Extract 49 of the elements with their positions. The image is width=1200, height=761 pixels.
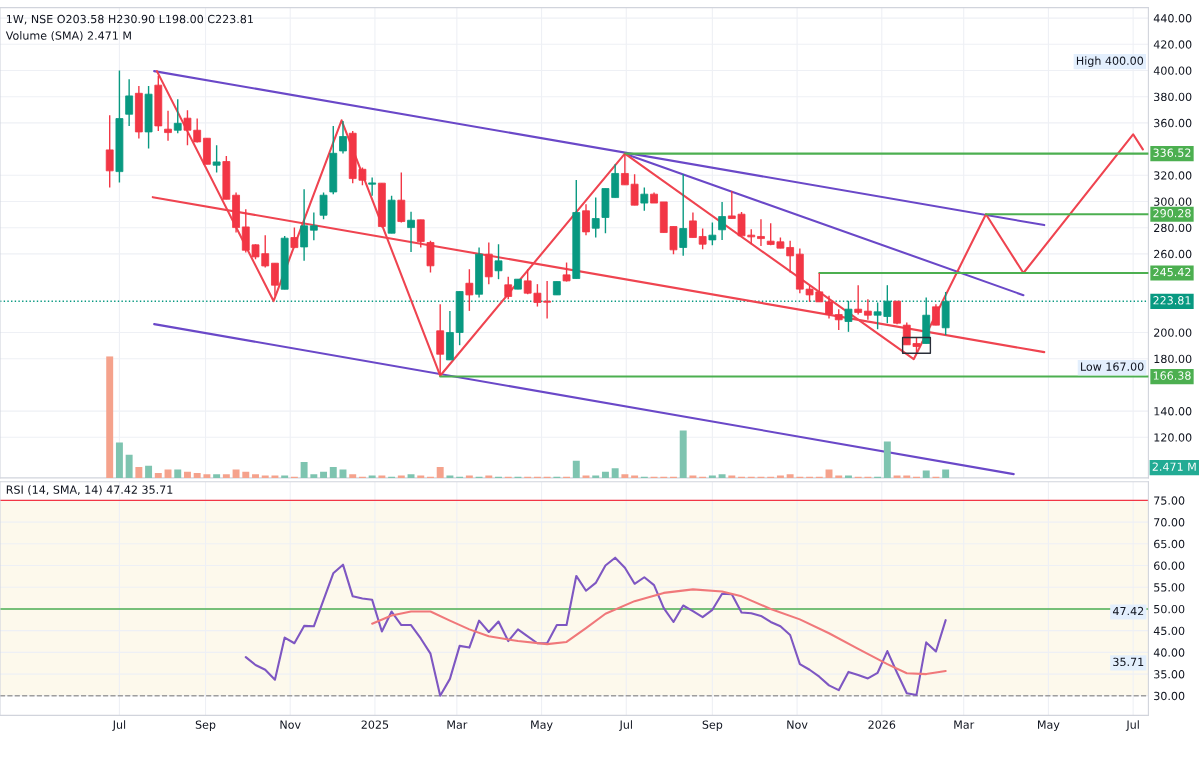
y-tick-label: 400.00 <box>1153 66 1192 75</box>
y-tick-label: 70.00 <box>1154 518 1185 527</box>
y-tick-label: 65.00 <box>1154 539 1185 549</box>
y-tick-label: 30.00 <box>1154 691 1185 701</box>
annotation: High 400.00 <box>1076 56 1144 68</box>
x-tick-label: Jul <box>1125 720 1139 731</box>
x-tick-label: Sep <box>195 720 216 731</box>
y-tick-label: 120.00 <box>1154 433 1192 442</box>
chart-title: RSI (14, SMA, 14) 47.42 35.71 <box>6 485 173 496</box>
x-tick-label: 2026 <box>868 720 896 729</box>
text: 1W, NSE O203.58 H230.90 L198.00 C223.81 <box>6 14 253 25</box>
y-tick-label: 200.00 <box>1154 328 1192 337</box>
y-tick-label: 260.00 <box>1154 249 1192 259</box>
x-tick-label: Mar <box>447 720 468 729</box>
x-tick-label: Jul <box>619 720 632 731</box>
y-tick-label: 440.00 <box>1153 14 1192 23</box>
y-tick-label: 45.00 <box>1153 626 1185 636</box>
x-tick-label: May <box>531 720 553 731</box>
y-tick-label: 180.00 <box>1154 354 1192 364</box>
y-tick-label: 320.00 <box>1154 171 1192 180</box>
y-tick-label: 75.00 <box>1154 496 1185 505</box>
y-tick-label: 35.00 <box>1154 670 1185 679</box>
y-tick-label: 55.00 <box>1154 583 1185 592</box>
x-tick-label: 2025 <box>361 720 389 729</box>
x-tick-label: Sep <box>702 720 723 731</box>
annotation: Low 167.00 <box>1081 362 1144 371</box>
text: Volume (SMA) 2.471 M <box>5 31 131 42</box>
x-tick-label: Nov <box>787 720 808 729</box>
x-tick-label: Nov <box>280 720 301 729</box>
y-tick-label: 420.00 <box>1153 40 1192 49</box>
data-label: 166.38 <box>1153 371 1191 380</box>
annotation: 47.42 <box>1112 606 1144 616</box>
y-tick-label: 140.00 <box>1154 407 1192 416</box>
y-tick-label: 380.00 <box>1154 92 1192 102</box>
y-tick-label: 40.00 <box>1153 648 1185 657</box>
y-tick-label: 60.00 <box>1154 561 1185 570</box>
x-tick-label: Jul <box>112 720 126 731</box>
y-tick-label: 360.00 <box>1154 118 1192 128</box>
text: 2.471 M <box>1152 462 1196 471</box>
ref-line-label: 223.81 <box>1153 296 1191 305</box>
x-tick-label: May <box>1038 720 1060 731</box>
y-tick-label: 300.00 <box>1154 197 1192 206</box>
data-label: 290.28 <box>1153 209 1191 218</box>
annotation: 35.71 <box>1113 657 1144 667</box>
y-tick-label: 50.00 <box>1154 604 1185 614</box>
data-label: 245.42 <box>1153 267 1191 277</box>
x-tick-label: Mar <box>954 720 975 729</box>
y-tick-label: 280.00 <box>1154 223 1192 233</box>
data-label: 336.52 <box>1153 148 1191 157</box>
